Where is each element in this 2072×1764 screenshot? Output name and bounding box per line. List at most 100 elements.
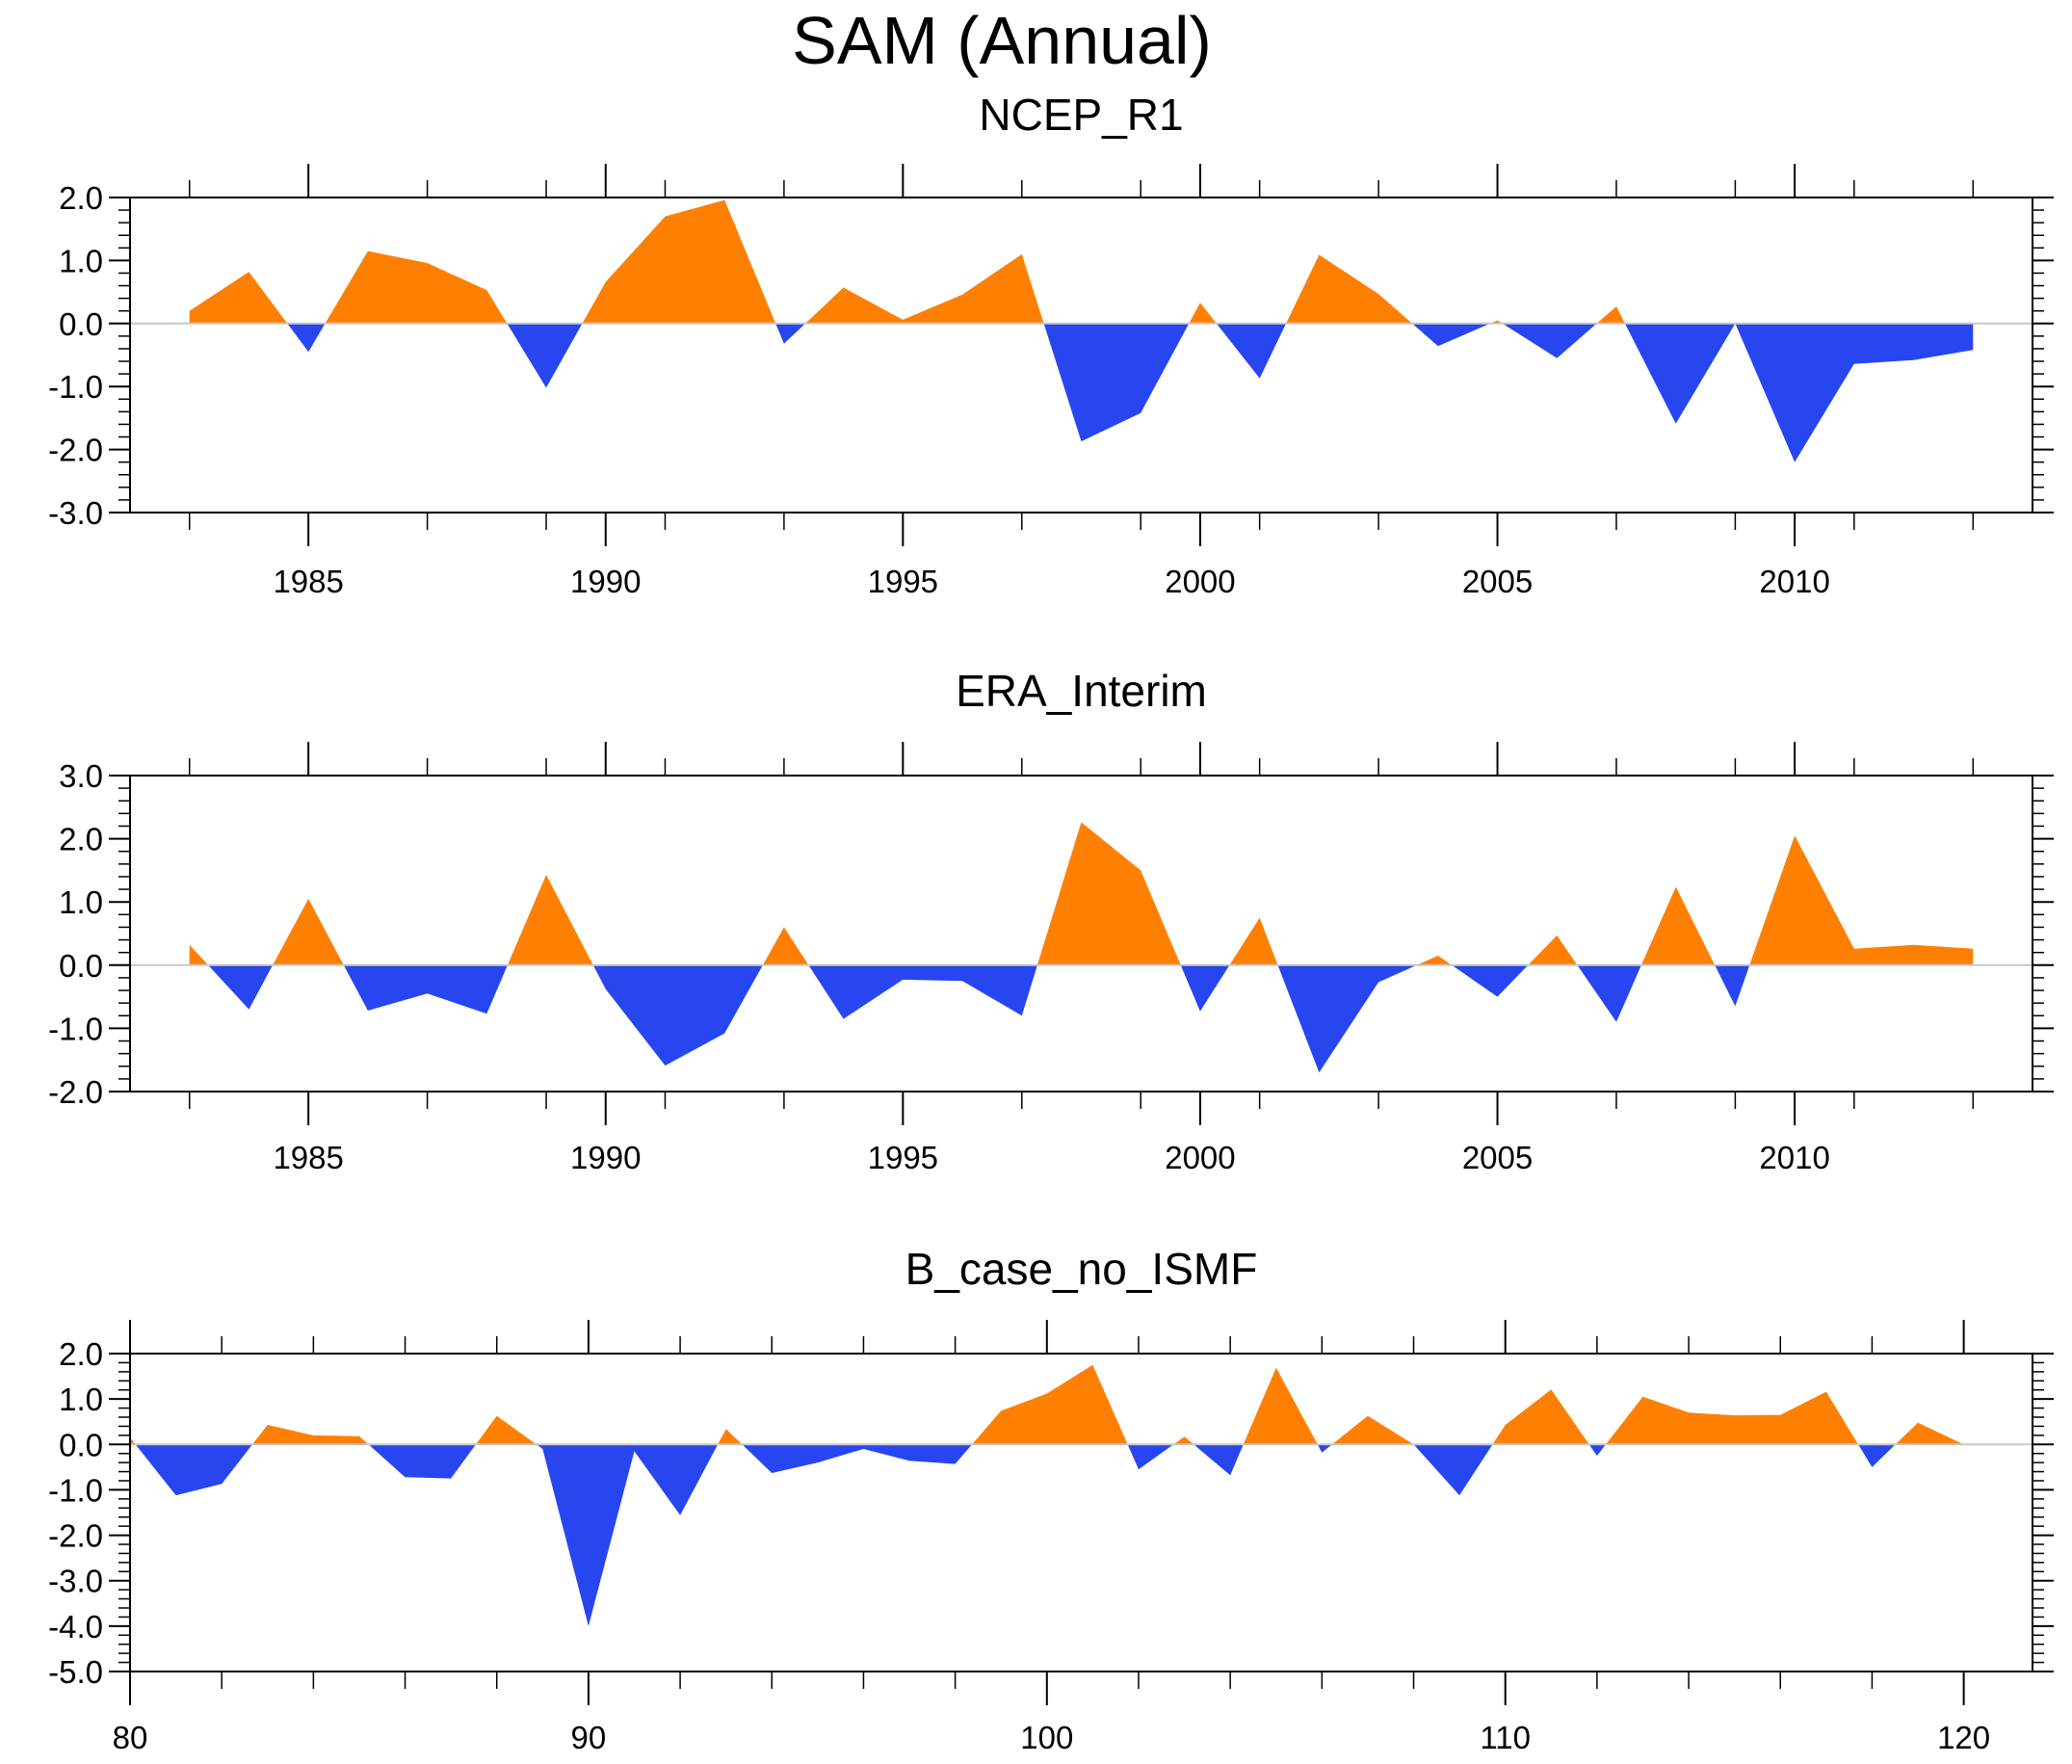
y-tick-label: 0.0 [59, 1427, 103, 1462]
x-tick-label: 2000 [1165, 564, 1235, 599]
negative-area-16 [1735, 323, 1974, 462]
positive-area-12 [1416, 956, 1453, 965]
negative-area-3 [368, 1444, 476, 1479]
positive-area-14 [1528, 935, 1578, 965]
negative-area-15 [1577, 964, 1641, 1022]
positive-area-18 [1606, 1391, 1859, 1445]
positive-area-18 [1749, 835, 1974, 965]
positive-area-8 [1189, 303, 1217, 324]
negative-area-13 [1502, 323, 1597, 358]
positive-area-4 [582, 199, 776, 324]
y-tick-label: -2.0 [48, 1518, 103, 1554]
y-tick-label: -1.0 [48, 1472, 103, 1508]
x-tick-label: 1985 [273, 1140, 343, 1175]
positive-area-20 [1895, 1422, 1964, 1445]
positive-area-2 [273, 898, 344, 965]
x-tick-label: 100 [1020, 1720, 1073, 1755]
x-tick-label: 1990 [570, 1140, 641, 1175]
y-tick-label: -5.0 [48, 1654, 103, 1690]
positive-area-12 [1243, 1367, 1318, 1445]
negative-area-15 [1624, 323, 1736, 424]
negative-area-11 [1277, 964, 1417, 1073]
y-tick-label: -3.0 [48, 1564, 103, 1599]
x-tick-label: 1990 [570, 564, 641, 599]
panel-title: B_case_no_ISMF [905, 1244, 1258, 1294]
negative-area-9 [1180, 964, 1230, 1012]
panel-title: ERA_Interim [956, 666, 1207, 716]
negative-area-9 [1127, 1444, 1174, 1470]
positive-area-10 [1286, 254, 1412, 324]
negative-area-7 [742, 1444, 973, 1473]
positive-area-6 [805, 253, 1044, 324]
x-tick-label: 2000 [1165, 1140, 1235, 1175]
x-tick-label: 1985 [273, 564, 343, 599]
figure-title: SAM (Annual) [792, 3, 1212, 78]
negative-area-13 [1317, 1444, 1332, 1453]
positive-area-6 [718, 1429, 743, 1445]
y-tick-label: 2.0 [59, 180, 103, 216]
negative-area-3 [507, 323, 583, 388]
x-tick-label: 2010 [1759, 1140, 1829, 1175]
positive-area-16 [1492, 1389, 1589, 1445]
negative-area-9 [1216, 323, 1287, 379]
negative-area-7 [1043, 323, 1190, 442]
positive-area-10 [1229, 917, 1278, 965]
positive-area-10 [1173, 1436, 1194, 1445]
y-tick-label: -2.0 [48, 433, 103, 468]
plot-frame [129, 775, 2033, 1093]
x-tick-label: 90 [571, 1720, 607, 1755]
x-tick-label: 2010 [1759, 564, 1829, 599]
y-tick-label: 2.0 [59, 822, 103, 857]
negative-area-3 [343, 964, 508, 1014]
x-tick-label: 110 [1480, 1720, 1531, 1755]
positive-area-8 [1036, 822, 1181, 965]
x-tick-label: 2005 [1462, 564, 1533, 599]
panel-1: NCEP_R1 -3.0 -2.0 -1.0 0.0 1.0 2.0 1985 1990 1995… [48, 90, 2054, 599]
y-tick-label: 3.0 [59, 758, 103, 794]
positive-area-14 [1331, 1415, 1414, 1445]
negative-area-5 [592, 964, 763, 1066]
positive-area-16 [1640, 886, 1716, 965]
x-tick-label: 1995 [868, 564, 938, 599]
negative-area-17 [1588, 1444, 1606, 1457]
y-tick-label: 1.0 [59, 884, 103, 920]
y-tick-label: -3.0 [48, 495, 103, 531]
negative-area-1 [135, 1444, 252, 1496]
positive-area-2 [325, 250, 508, 324]
y-tick-label: -4.0 [48, 1609, 103, 1645]
y-tick-label: -2.0 [48, 1074, 103, 1110]
negative-area-17 [1715, 964, 1750, 1007]
negative-area-5 [536, 1444, 719, 1626]
negative-area-1 [208, 964, 274, 1010]
negative-area-5 [775, 323, 806, 344]
panel-2: ERA_Interim -2.0 -1.0 0.0 1.0 2.0 3.0 1985 1990 1… [48, 666, 2054, 1175]
positive-area-0 [130, 1437, 136, 1445]
y-tick-label: 2.0 [59, 1336, 103, 1372]
positive-area-4 [507, 875, 593, 965]
positive-area-0 [189, 944, 209, 965]
negative-area-11 [1412, 323, 1490, 347]
negative-area-15 [1413, 1444, 1493, 1496]
positive-area-4 [476, 1415, 537, 1445]
y-tick-label: -1.0 [48, 1011, 103, 1046]
negative-area-19 [1858, 1444, 1896, 1467]
positive-area-8 [972, 1364, 1128, 1445]
x-tick-label: 120 [1937, 1720, 1990, 1755]
panel-3: B_case_no_ISMF -5.0 -4.0 -3.0 -2.0 -1.0 0.0 1.0… [48, 1244, 2054, 1755]
negative-area-1 [287, 323, 326, 353]
positive-area-6 [762, 927, 809, 965]
y-tick-label: 0.0 [59, 948, 103, 984]
positive-area-14 [1596, 306, 1625, 324]
positive-area-0 [189, 272, 288, 324]
negative-area-7 [808, 964, 1037, 1019]
negative-area-13 [1452, 964, 1529, 997]
negative-area-11 [1193, 1444, 1244, 1476]
plot-frame [129, 197, 2033, 513]
positive-area-2 [252, 1425, 369, 1445]
plot-frame [129, 1353, 2033, 1672]
y-tick-label: 1.0 [59, 243, 103, 278]
panel-title: NCEP_R1 [979, 90, 1183, 140]
y-tick-label: 0.0 [59, 306, 103, 342]
y-tick-label: 1.0 [59, 1382, 103, 1417]
